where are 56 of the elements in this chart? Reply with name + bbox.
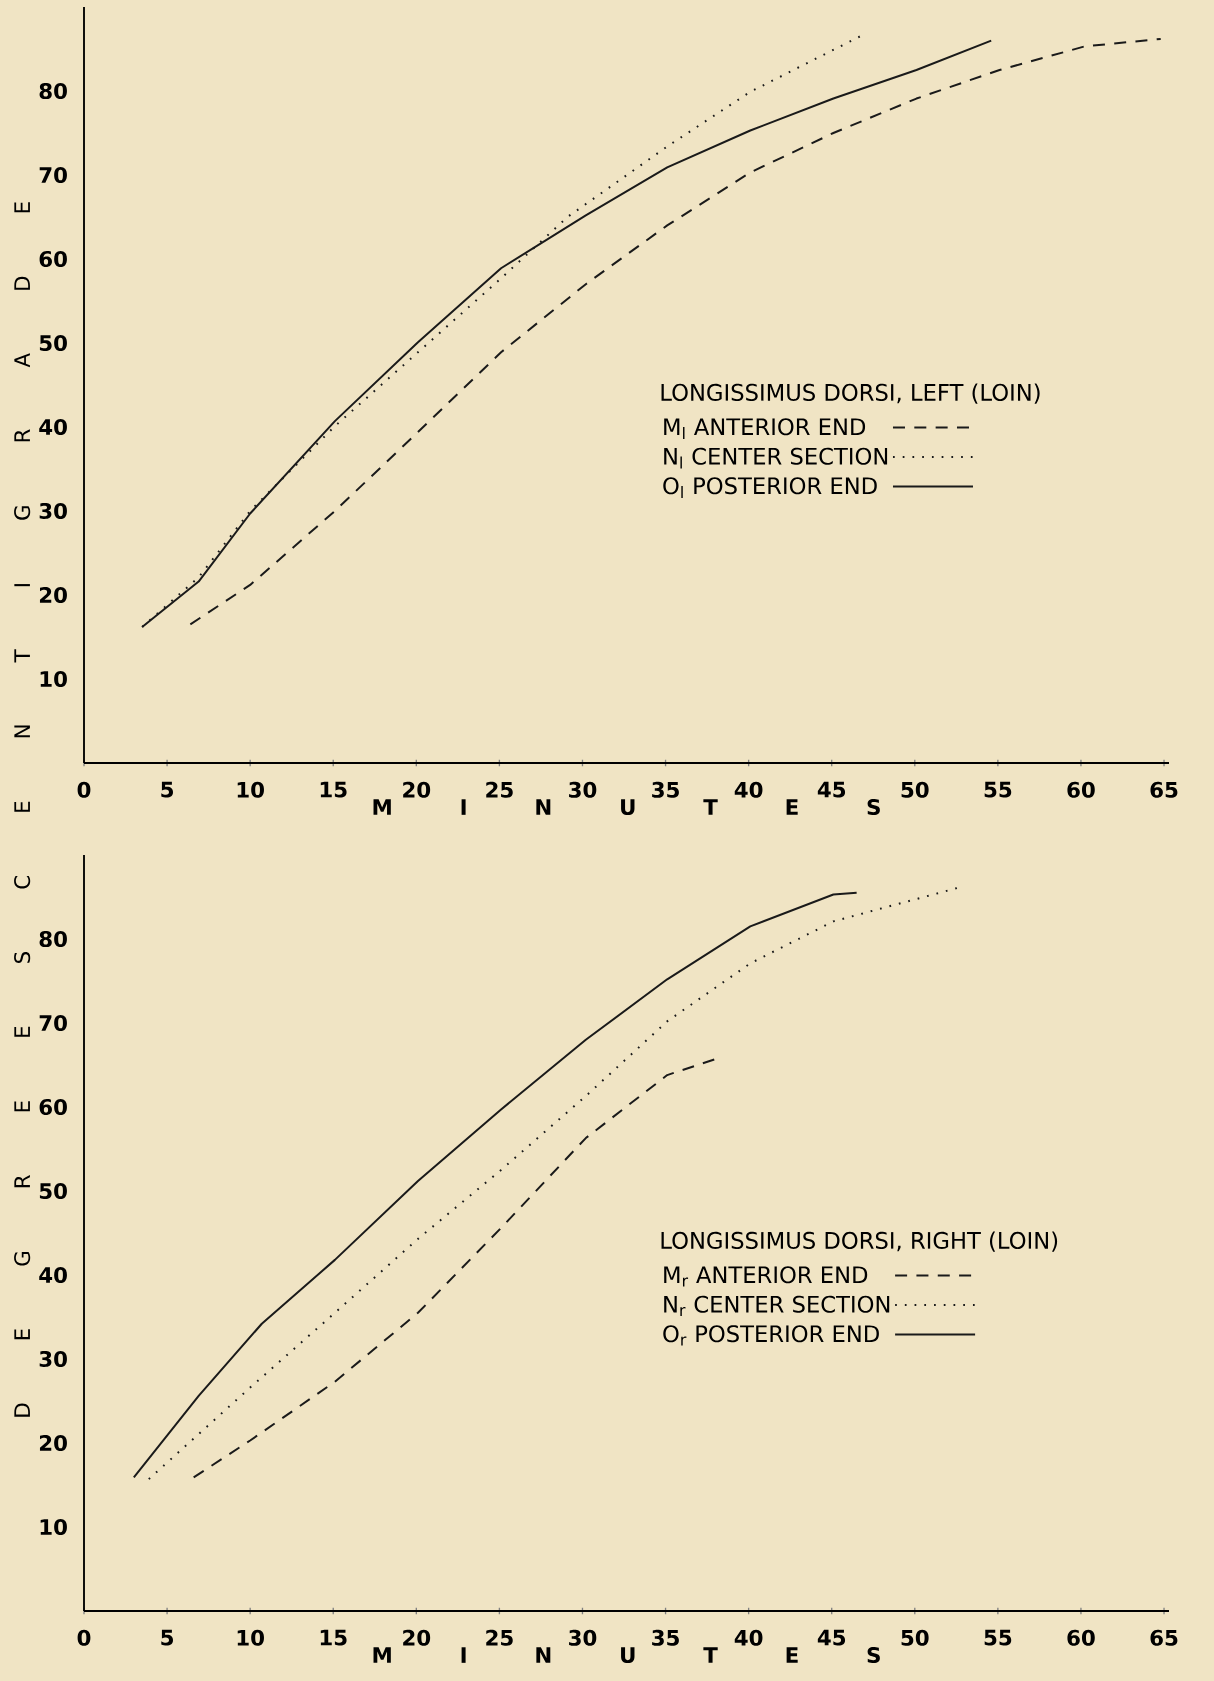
y-tick-label: 60 [39,1098,67,1116]
x-tick-label: 50 [901,1629,929,1646]
x-tick-label: 25 [486,781,513,798]
legend-label: M$_{l}$ ANTERIOR END [664,418,866,440]
y-tick-label: 80 [39,82,67,100]
y-tick-label: 60 [39,250,67,268]
x-tick-label: 35 [652,1629,679,1646]
y-tick-label: 10 [40,670,67,688]
legend-title: LONGISSIMUS DORSI, LEFT (LOIN) [661,383,1040,404]
y-tick-label: 70 [39,166,67,184]
x-tick-label: 60 [1067,1629,1095,1646]
x-tick-label: 65 [1150,1629,1178,1646]
legend-label: M$_{r}$ ANTERIOR END [664,1266,868,1287]
y-tick-label: 40 [39,418,67,436]
x-tick-label: 40 [734,1629,763,1646]
x-tick-label: 55 [984,1629,1012,1646]
x-tick-label: 45 [817,781,846,798]
y-tick-label: 30 [39,502,67,520]
x-tick-label: 45 [817,1629,846,1646]
y-tick-label: 50 [39,1182,67,1200]
x-tick-label: 60 [1067,781,1095,798]
x-axis-title: M I N U T E S [373,1647,880,1664]
y-tick-label: 40 [39,1266,67,1284]
x-tick-label: 35 [652,781,679,798]
x-tick-label: 10 [237,781,264,798]
x-tick-label: 20 [403,1629,431,1646]
y-tick-label: 70 [39,1014,67,1032]
legend-label: O$_{r}$ POSTERIOR END [663,1325,879,1346]
x-tick-label: 50 [901,781,929,798]
x-tick-label: 55 [984,781,1012,798]
y-tick-label: 50 [39,334,67,352]
x-tick-label: 30 [569,1629,597,1646]
line-series [189,37,1162,626]
x-tick-label: 10 [237,1629,264,1646]
x-tick-label: 5 [161,781,173,798]
x-tick-label: 0 [77,781,91,798]
x-axis-title: M I N U T E S [373,799,880,816]
x-tick-label: 40 [734,781,763,798]
x-tick-label: 15 [320,781,347,798]
legend-label: N$_{r}$ CENTER SECTION [664,1295,890,1316]
y-tick-label: 20 [39,586,67,604]
legend-title: LONGISSIMUS DORSI, RIGHT (LOIN) [661,1231,1058,1252]
y-tick-label: 80 [39,930,67,948]
x-tick-label: 5 [161,1629,173,1646]
legend-label: O$_{l}$ POSTERIOR END [663,477,877,499]
x-tick-label: 65 [1150,781,1178,798]
x-tick-label: 30 [569,781,597,798]
x-tick-label: 15 [320,1629,347,1646]
x-tick-label: 20 [403,781,431,798]
legend-label: N$_{l}$ CENTER SECTION [664,447,888,469]
y-axis-title: D E G R E E S C E N T I G R A D E [14,202,31,1417]
y-tick-label: 30 [39,1350,67,1368]
y-tick-label: 10 [40,1518,67,1536]
y-tick-label: 20 [39,1434,67,1452]
x-tick-label: 0 [77,1629,91,1646]
x-tick-label: 25 [486,1629,513,1646]
